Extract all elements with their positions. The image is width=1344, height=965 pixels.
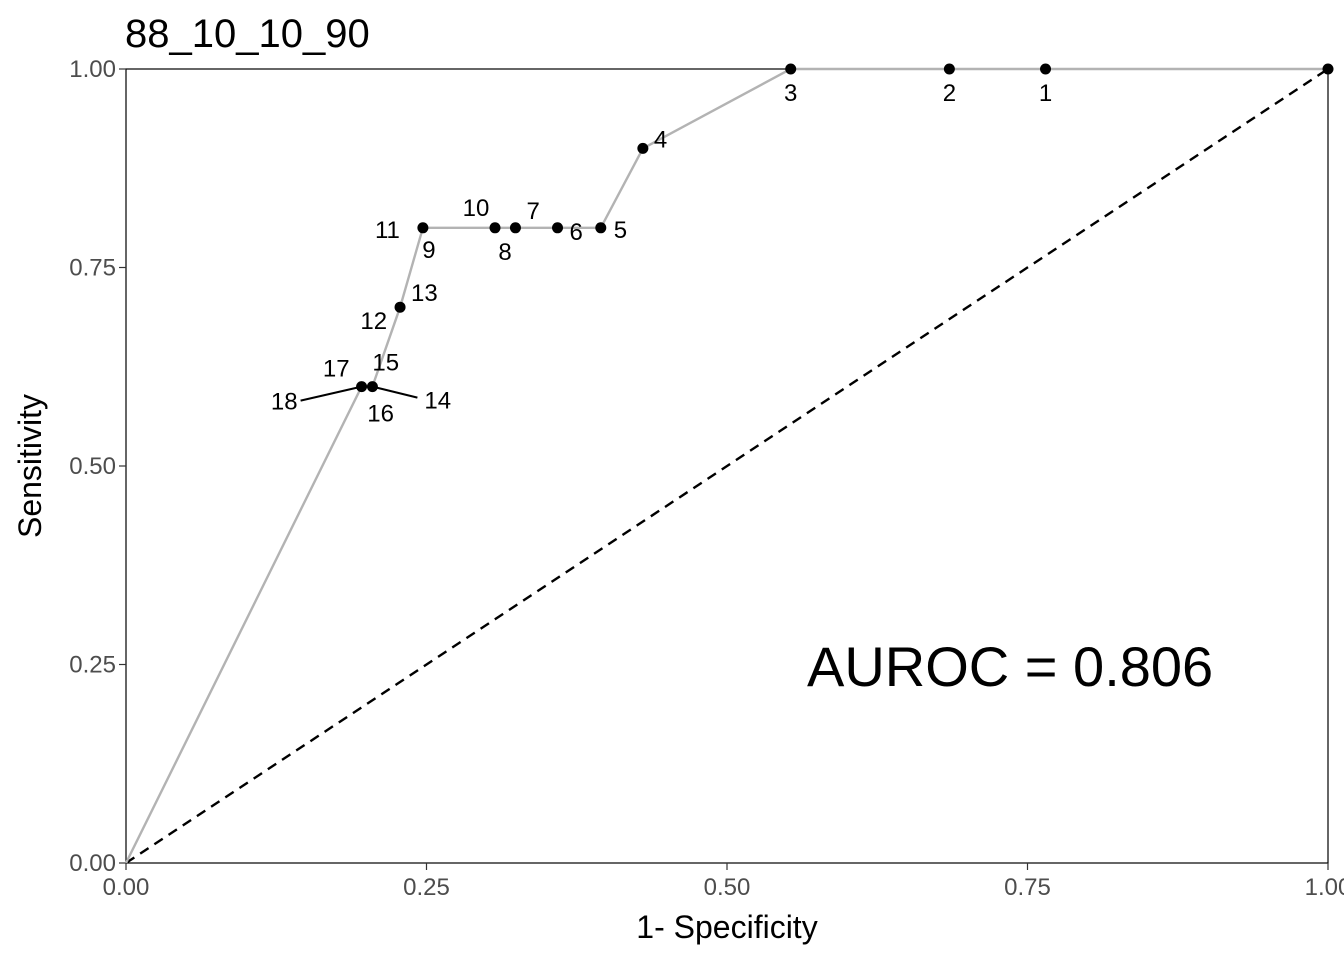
x-tick-label: 0.75 — [1004, 874, 1051, 901]
y-tick-label: 0.25 — [69, 652, 116, 679]
roc-point — [552, 222, 564, 234]
reference-diagonal-line — [125, 67, 1329, 865]
label-leader-line — [300, 385, 362, 402]
point-label: 14 — [424, 388, 451, 415]
point-label: 5 — [614, 217, 627, 244]
x-tick-label: 1.00 — [1305, 874, 1344, 901]
roc-point — [509, 222, 521, 234]
point-label: 3 — [784, 80, 797, 107]
roc-point — [785, 63, 797, 75]
x-tick-label: 0.00 — [103, 874, 150, 901]
roc-point — [366, 381, 378, 393]
point-label: 15 — [372, 350, 399, 377]
point-label: 4 — [654, 126, 667, 153]
point-label: 8 — [498, 239, 511, 266]
roc-point — [417, 222, 429, 234]
point-label: 7 — [526, 198, 539, 225]
point-label: 11 — [375, 217, 400, 244]
roc-point — [637, 142, 649, 154]
point-label: 17 — [323, 356, 350, 383]
point-label: 12 — [360, 308, 387, 335]
point-label: 6 — [570, 219, 583, 246]
point-label: 18 — [271, 389, 298, 416]
point-label: 2 — [943, 80, 956, 107]
x-axis-title: 1- Specificity — [636, 909, 817, 945]
y-tick-label: 0.00 — [69, 850, 116, 877]
y-tick-label: 0.50 — [69, 453, 116, 480]
point-label: 16 — [367, 401, 394, 428]
roc-point — [943, 63, 955, 75]
roc-point — [595, 222, 607, 234]
point-label: 13 — [411, 280, 438, 307]
roc-endpoint — [1322, 63, 1334, 75]
point-label: 10 — [463, 195, 490, 222]
label-leader-line — [372, 385, 418, 399]
y-axis-title: Sensitivity — [12, 394, 48, 538]
auroc-annotation: AUROC = 0.806 — [807, 635, 1213, 698]
point-label: 1 — [1039, 80, 1052, 107]
point-label: 9 — [422, 237, 435, 264]
roc-point — [1040, 63, 1052, 75]
y-tick-label: 1.00 — [69, 56, 116, 83]
y-tick-label: 0.75 — [69, 255, 116, 282]
x-tick-label: 0.50 — [704, 874, 751, 901]
chart-title: 88_10_10_90 — [125, 12, 370, 56]
roc-point — [489, 222, 501, 234]
roc-point — [394, 301, 406, 313]
roc-point — [356, 381, 368, 393]
x-tick-label: 0.25 — [403, 874, 450, 901]
